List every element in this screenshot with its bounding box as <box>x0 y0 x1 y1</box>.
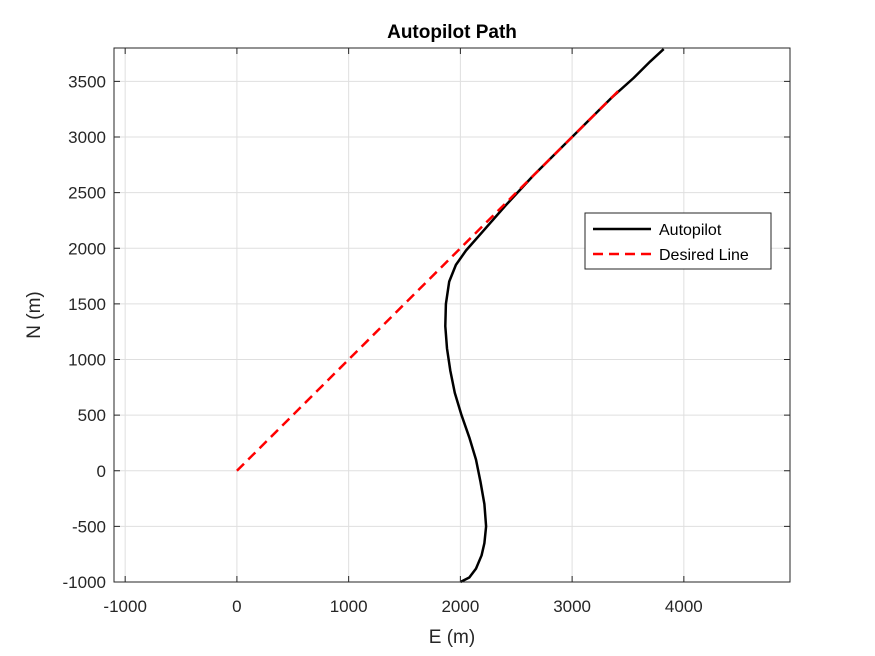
y-tick-label: 0 <box>97 462 106 481</box>
ticks: -1000 0 1000 2000 3000 4000 -1000 -500 0 500 1000 1… <box>63 48 790 616</box>
x-tick-label: 3000 <box>553 597 591 616</box>
y-axis-title: N (m) <box>24 291 45 338</box>
y-tick-label: -1000 <box>63 573 106 592</box>
legend-box <box>584 212 772 270</box>
chart-title: Autopilot Path <box>387 22 517 43</box>
legend: Autopilot Desired Line <box>584 212 772 270</box>
y-tick-label: 500 <box>78 406 106 425</box>
x-tick-label: 4000 <box>665 597 703 616</box>
y-tick-label: 1500 <box>68 295 106 314</box>
legend-label-desired-line: Desired Line <box>659 247 749 264</box>
grid <box>114 48 790 583</box>
y-tick-label: 3000 <box>68 128 106 147</box>
x-tick-label: 2000 <box>441 597 479 616</box>
y-tick-label: 1000 <box>68 351 106 370</box>
x-tick-label: 1000 <box>330 597 368 616</box>
x-axis-title: E (m) <box>429 627 475 648</box>
x-tick-label: 0 <box>232 597 241 616</box>
y-tick-label: 2500 <box>68 184 106 203</box>
x-tick-label: -1000 <box>103 597 146 616</box>
series-layer <box>236 48 665 584</box>
y-tick-label: 2000 <box>68 239 106 258</box>
legend-label-autopilot: Autopilot <box>659 222 722 239</box>
series-line-desired-line <box>236 89 620 472</box>
plot-area <box>114 48 790 582</box>
y-tick-label: -500 <box>72 517 106 536</box>
plot-frame <box>113 47 791 583</box>
series-line-autopilot <box>444 48 665 584</box>
y-tick-label: 3500 <box>68 72 106 91</box>
